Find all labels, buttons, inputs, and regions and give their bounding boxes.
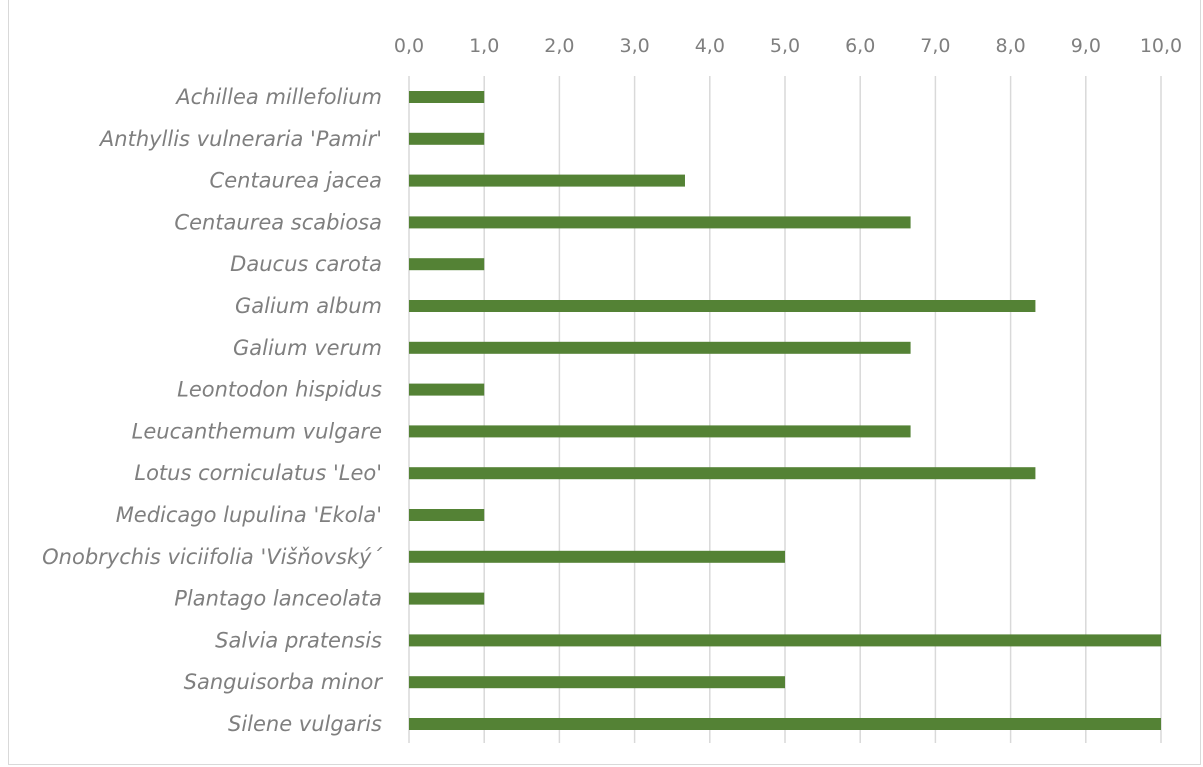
x-tick-label: 0,0 — [394, 35, 424, 57]
bar — [409, 174, 685, 187]
bar — [409, 91, 485, 103]
bar — [409, 634, 1161, 647]
x-tick-label: 10,0 — [1140, 35, 1182, 57]
category-label: Onobrychis viciifolia 'Višňovský´ — [42, 545, 382, 569]
gridlines — [408, 76, 1162, 743]
category-label: Centaurea scabiosa — [174, 210, 382, 234]
bar — [409, 258, 485, 271]
category-label: Leucanthemum vulgare — [132, 419, 382, 443]
bar — [409, 550, 785, 563]
bars — [409, 91, 1161, 730]
category-label: Daucus carota — [230, 252, 382, 276]
bar — [409, 676, 785, 689]
category-labels: Achillea millefolium Anthyllis vulneraria… — [42, 85, 383, 736]
bar — [409, 467, 1036, 480]
category-label: Galium verum — [233, 336, 382, 360]
x-tick-label: 1,0 — [469, 35, 499, 57]
category-label: Lotus corniculatus 'Leo' — [134, 461, 382, 485]
x-tick-label: 3,0 — [619, 35, 649, 57]
x-tick-label: 7,0 — [920, 35, 950, 57]
x-tick-label: 9,0 — [1071, 35, 1101, 57]
bar — [409, 509, 485, 521]
x-tick-label: 6,0 — [845, 35, 875, 57]
category-label: Sanguisorba minor — [184, 670, 384, 694]
category-label: Silene vulgaris — [228, 712, 382, 736]
category-label: Centaurea jacea — [210, 169, 382, 193]
x-tick-label: 4,0 — [695, 35, 725, 57]
bar — [409, 718, 1161, 730]
x-axis-ticks: 0,0 1,0 2,0 3,0 4,0 5,0 6,0 7,0 8,0 9,0 10,0 — [394, 35, 1182, 57]
category-label: Salvia pratensis — [215, 628, 382, 652]
bar — [409, 300, 1036, 312]
bar — [409, 592, 485, 605]
category-label: Galium album — [235, 294, 382, 318]
bar — [409, 425, 911, 438]
category-label: Leontodon hispidus — [177, 378, 382, 402]
x-tick-label: 2,0 — [544, 35, 574, 57]
bar — [409, 341, 911, 354]
category-label: Achillea millefolium — [174, 85, 382, 109]
bar — [409, 132, 485, 145]
x-tick-label: 8,0 — [995, 35, 1025, 57]
bar — [409, 216, 911, 229]
bar — [409, 383, 485, 396]
category-label: Plantago lanceolata — [174, 587, 382, 611]
category-label: Anthyllis vulneraria 'Pamir' — [98, 127, 382, 151]
category-label: Medicago lupulina 'Ekola' — [116, 503, 382, 527]
x-tick-label: 5,0 — [770, 35, 800, 57]
